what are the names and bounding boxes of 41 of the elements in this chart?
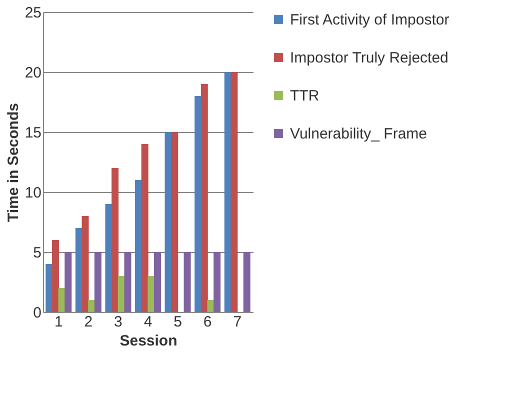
bar: [52, 240, 59, 312]
bar: [75, 228, 82, 312]
bar: [46, 264, 53, 312]
y-tick-label: 5: [33, 244, 42, 262]
bar: [88, 300, 96, 312]
bar: [194, 96, 202, 312]
bar: [207, 300, 214, 312]
bar: [135, 180, 142, 312]
bar: [230, 72, 238, 312]
y-tick-label: 20: [24, 64, 42, 82]
legend-label: Vulnerability_ Frame: [290, 126, 427, 142]
x-tick-label: 1: [54, 314, 63, 330]
y-tick-label: 25: [24, 4, 42, 22]
legend-label: Impostor Truly Rejected: [290, 50, 448, 66]
bar: [148, 276, 155, 312]
bar: [82, 216, 89, 312]
y-tick-label: 0: [33, 304, 42, 322]
legend-label: TTR: [290, 88, 320, 104]
y-axis-title: Time in Seconds: [4, 103, 22, 222]
x-tick-label: 3: [114, 314, 122, 330]
y-tick-label: 10: [24, 184, 42, 202]
bar: [243, 252, 250, 312]
y-tick-label: 15: [24, 124, 42, 142]
bar: [154, 252, 161, 312]
bar: [184, 252, 191, 312]
legend-label: First Activity of Impostor: [290, 12, 450, 28]
x-tick-label: 5: [174, 314, 182, 330]
bar: [171, 132, 178, 312]
bar: [200, 84, 208, 312]
bar: [124, 252, 132, 312]
bar: [141, 144, 148, 312]
bar: [105, 204, 112, 312]
bar: [214, 252, 221, 312]
x-tick-label: 2: [84, 314, 93, 330]
bar: [64, 252, 72, 312]
x-axis-title: Session: [120, 332, 178, 350]
bar: [94, 252, 102, 312]
bar: [112, 168, 119, 312]
x-tick-label: 6: [203, 314, 212, 330]
x-tick-label: 7: [233, 314, 242, 330]
x-tick-label: 4: [144, 314, 152, 330]
